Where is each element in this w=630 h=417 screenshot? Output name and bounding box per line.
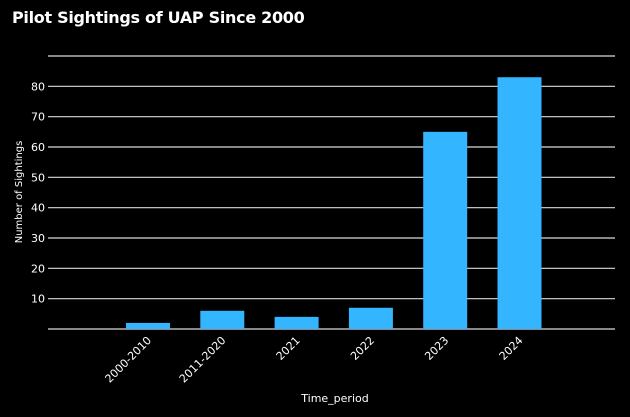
x-tick-label: 2021 — [274, 334, 303, 363]
y-tick-label: 20 — [31, 262, 45, 275]
bar-2021 — [274, 316, 319, 329]
y-tick-label: 80 — [31, 80, 45, 93]
y-tick-label: 60 — [31, 141, 45, 154]
y-tick-label: 40 — [31, 202, 45, 215]
x-tick-label: 2024 — [497, 334, 526, 363]
x-tick-label: 2000-2010 — [103, 334, 155, 386]
y-tick-label: 70 — [31, 111, 45, 124]
chart-title: Pilot Sightings of UAP Since 2000 — [12, 8, 305, 27]
y-tick-label: 30 — [31, 232, 45, 245]
x-axis-label: Time_period — [300, 392, 368, 405]
y-axis-label: Number of Sightings — [14, 141, 25, 244]
y-tick-label: 10 — [31, 293, 45, 306]
bar-2011-2020 — [200, 310, 245, 329]
bar-2000-2010 — [126, 322, 170, 329]
bar-2024 — [497, 77, 542, 329]
bar-2023 — [423, 131, 468, 329]
x-tick-label: 2011-2020 — [177, 334, 229, 386]
x-tick-label: 2023 — [422, 334, 451, 363]
y-tick-label: 50 — [31, 171, 45, 184]
x-tick-label: 2022 — [348, 334, 377, 363]
bar-2022 — [348, 307, 393, 329]
